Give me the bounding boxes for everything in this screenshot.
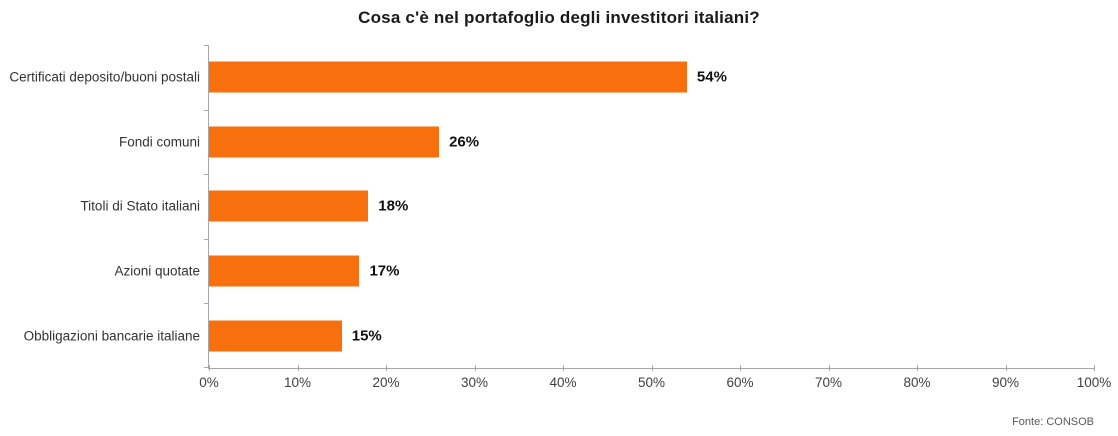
value-label: 17% bbox=[369, 262, 400, 280]
x-axis-tick bbox=[209, 365, 210, 371]
y-axis-tick bbox=[204, 45, 209, 46]
bar bbox=[209, 126, 440, 158]
y-axis-tick bbox=[204, 109, 209, 111]
bar-row: Certificati deposito/buoni postali 54% bbox=[9, 45, 1094, 110]
value-label: 15% bbox=[351, 327, 382, 345]
bar bbox=[209, 255, 360, 287]
y-axis-tick bbox=[204, 367, 209, 368]
x-axis-tick bbox=[828, 365, 830, 371]
x-axis-label: 60% bbox=[726, 375, 754, 390]
category-label: Certificati deposito/buoni postali bbox=[9, 69, 200, 85]
x-axis-tick bbox=[651, 365, 653, 371]
x-axis-label: 80% bbox=[903, 375, 931, 390]
x-axis-tick bbox=[740, 365, 741, 371]
x-axis-label: 100% bbox=[1076, 375, 1112, 390]
x-axis-tick bbox=[1094, 365, 1095, 371]
bar-row: Obbligazioni bancarie italiane 15% bbox=[24, 303, 1094, 368]
value-label: 18% bbox=[378, 197, 409, 215]
y-axis-tick bbox=[204, 238, 209, 240]
category-label: Titoli di Stato italiani bbox=[80, 198, 200, 214]
x-axis-label: 0% bbox=[199, 375, 219, 390]
x-axis-label: 10% bbox=[283, 375, 312, 390]
bar-row: Azioni quotate 17% bbox=[114, 239, 1094, 304]
chart-title: Cosa c'è nel portafoglio degli investito… bbox=[358, 8, 760, 27]
bar-row: Fondi comuni 26% bbox=[119, 110, 1094, 175]
x-axis-tick bbox=[297, 365, 299, 371]
bar bbox=[209, 320, 342, 352]
x-axis-label: 90% bbox=[991, 375, 1020, 390]
x-axis-label: 30% bbox=[460, 375, 489, 390]
x-axis-tick bbox=[563, 365, 564, 371]
x-axis-label: 40% bbox=[549, 375, 577, 390]
x-axis-tick bbox=[917, 365, 918, 371]
category-label: Azioni quotate bbox=[114, 263, 200, 279]
bar bbox=[209, 190, 369, 222]
x-axis-tick bbox=[386, 365, 387, 371]
x-axis-label: 50% bbox=[637, 375, 666, 390]
plot-area: Certificati deposito/buoni postali 54% F… bbox=[9, 45, 1111, 390]
x-axis-label: 20% bbox=[372, 375, 400, 390]
x-axis-tick bbox=[474, 365, 476, 371]
bar-row: Titoli di Stato italiani 18% bbox=[80, 174, 1094, 239]
source-caption: Fonte: CONSOB bbox=[1012, 416, 1094, 428]
category-label: Obbligazioni bancarie italiane bbox=[23, 328, 200, 344]
y-axis-tick bbox=[204, 303, 209, 305]
x-axis-tick bbox=[1005, 365, 1007, 371]
y-axis-tick bbox=[204, 174, 209, 176]
bar bbox=[209, 61, 687, 93]
value-label: 26% bbox=[449, 133, 480, 151]
category-label: Fondi comuni bbox=[118, 134, 200, 150]
value-label: 54% bbox=[696, 68, 727, 86]
x-axis-label: 70% bbox=[814, 375, 843, 390]
